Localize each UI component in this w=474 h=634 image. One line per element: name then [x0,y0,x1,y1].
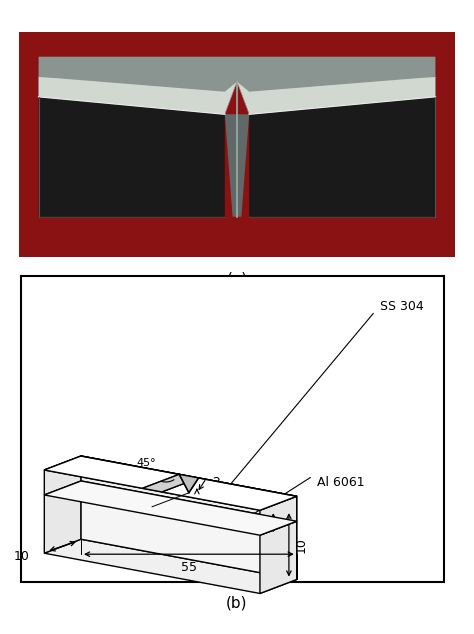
Polygon shape [81,481,297,579]
Polygon shape [44,456,297,510]
Polygon shape [249,97,436,217]
Polygon shape [44,456,81,495]
Polygon shape [260,496,297,535]
Polygon shape [38,77,237,114]
Text: 10: 10 [14,550,30,563]
Polygon shape [38,56,436,92]
Text: 55: 55 [181,561,197,574]
Polygon shape [19,32,455,257]
Text: SS 304: SS 304 [380,300,423,313]
Text: 2: 2 [212,476,220,489]
Text: Al 6061: Al 6061 [317,476,365,489]
Polygon shape [260,521,297,593]
Text: 45°: 45° [136,458,155,468]
Polygon shape [179,474,199,493]
Polygon shape [44,481,81,553]
Polygon shape [44,481,297,535]
Text: 10: 10 [294,537,307,553]
Polygon shape [162,478,297,510]
Polygon shape [142,474,199,492]
Polygon shape [44,539,297,593]
Text: (b): (b) [226,596,248,611]
Text: 3: 3 [257,516,265,529]
Polygon shape [225,114,249,217]
Text: (a): (a) [227,272,247,287]
FancyBboxPatch shape [21,276,444,583]
Polygon shape [237,77,436,114]
Polygon shape [81,456,297,521]
Polygon shape [44,456,179,488]
Polygon shape [38,97,225,217]
